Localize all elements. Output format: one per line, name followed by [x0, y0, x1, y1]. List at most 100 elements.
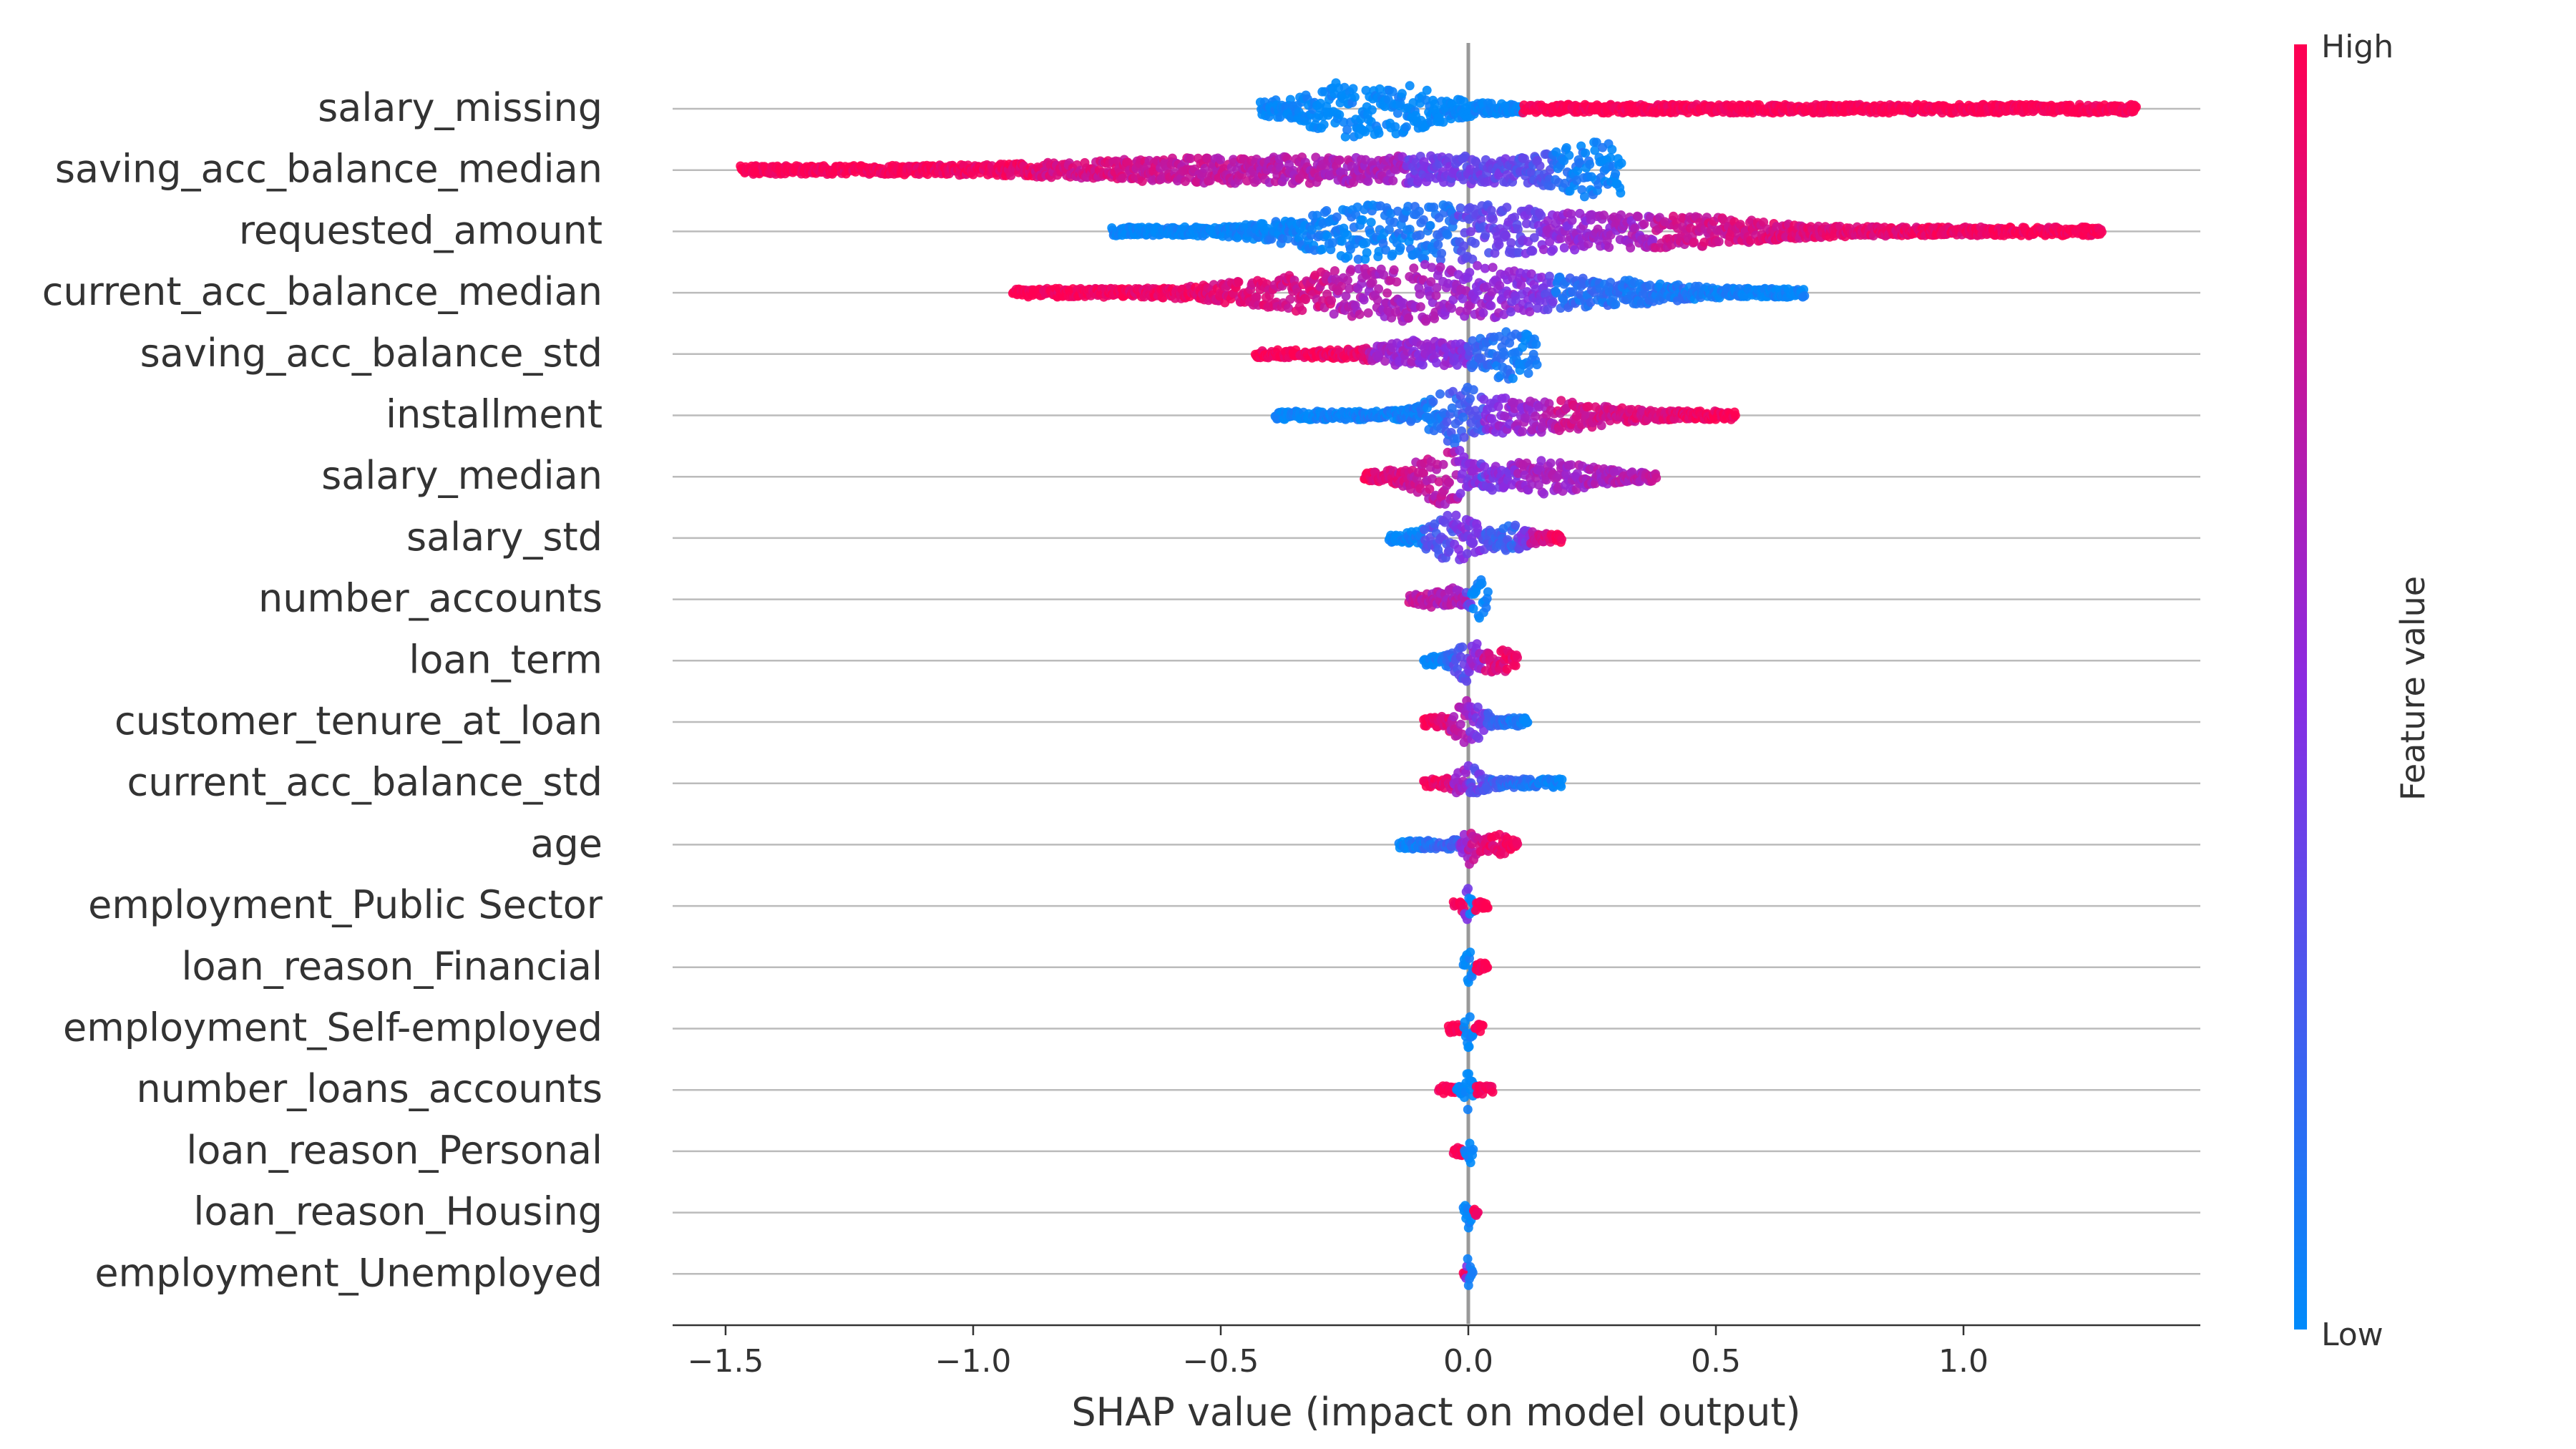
shap-dot — [1435, 389, 1445, 399]
shap-dot — [1596, 421, 1606, 431]
shap-dot — [1581, 148, 1591, 158]
shap-dot — [1468, 254, 1478, 264]
shap-dot — [1714, 237, 1724, 247]
shap-dot — [1429, 203, 1439, 213]
shap-dot — [1480, 230, 1491, 240]
shap-dot — [1414, 206, 1424, 216]
shap-dot — [1611, 169, 1621, 179]
shap-dot — [1626, 243, 1636, 253]
shap-dot — [1521, 219, 1531, 228]
shap-dot — [1435, 262, 1445, 272]
shap-dot — [1538, 245, 1548, 255]
shap-dot — [1415, 302, 1425, 312]
shap-dot — [1350, 92, 1360, 102]
shap-dot — [1405, 225, 1415, 234]
shap-dot — [1559, 243, 1569, 253]
shap-dot — [1616, 158, 1626, 168]
shap-dot — [1630, 223, 1640, 233]
shap-dot — [1374, 284, 1384, 294]
shap-dot — [1605, 152, 1615, 162]
shap-dot — [1493, 401, 1503, 411]
feature-dots — [736, 137, 1626, 202]
shap-dot — [1297, 306, 1307, 316]
shap-dot — [1307, 225, 1317, 235]
shap-dot — [1513, 224, 1523, 234]
shap-dot — [1438, 117, 1448, 127]
shap-dot — [1689, 237, 1699, 247]
shap-dot — [1357, 215, 1367, 225]
shap-dot — [1523, 369, 1533, 379]
shap-dot — [1361, 238, 1371, 248]
shap-dot — [1283, 234, 1293, 244]
shap-dot — [1460, 151, 1470, 161]
shap-dot — [1340, 132, 1350, 142]
shap-dot — [1564, 150, 1574, 160]
shap-dot — [1404, 313, 1414, 323]
shap-dot — [1468, 385, 1478, 395]
shap-dot — [1397, 89, 1407, 99]
shap-dot — [1363, 308, 1373, 318]
shap-dot — [1510, 213, 1520, 223]
shap-dot — [1409, 263, 1419, 273]
shap-dot — [1591, 137, 1601, 147]
shap-dot — [1285, 294, 1295, 304]
shap-dot — [1478, 308, 1488, 318]
shap-dot — [1390, 122, 1400, 132]
shap-dot — [1501, 231, 1511, 240]
shap-dot — [1401, 122, 1411, 132]
shap-dot — [1234, 277, 1244, 287]
shap-dot — [1502, 203, 1512, 213]
shap-dot — [1590, 145, 1600, 155]
shap-dot — [1437, 248, 1447, 258]
shap-dot — [1518, 426, 1528, 436]
shap-dot — [1459, 432, 1469, 442]
shap-dot — [1433, 240, 1443, 250]
shap-dot — [1392, 277, 1402, 287]
shap-dot — [1431, 291, 1441, 301]
shap-dot — [1570, 245, 1580, 255]
shap-dot — [1343, 251, 1353, 261]
feature-dots — [1270, 382, 1740, 449]
shap-dot — [1137, 176, 1147, 186]
shap-dot — [1579, 192, 1589, 202]
shap-dot — [1536, 210, 1546, 220]
shap-dot — [1319, 119, 1329, 130]
shap-dot — [1216, 155, 1226, 165]
shap-dot — [1528, 246, 1538, 256]
shap-dot — [1800, 291, 1810, 301]
shap-dot — [1405, 81, 1415, 91]
shap-dot — [1322, 231, 1332, 241]
shap-dot — [1508, 374, 1518, 384]
shap-dot — [1532, 360, 1542, 370]
shap-dot — [1418, 360, 1428, 370]
shap-dot — [1382, 288, 1392, 298]
feature-dots — [1250, 327, 1542, 384]
shap-dot — [1322, 206, 1332, 215]
beeswarm-dots — [736, 78, 2141, 1290]
shap-dot — [1488, 263, 1498, 273]
shap-dot — [1506, 238, 1516, 248]
shap-dot — [1465, 227, 1475, 237]
feature-dots — [1255, 78, 2141, 142]
shap-dot — [2131, 102, 2141, 112]
shap-dot — [1335, 109, 1345, 119]
shap-dot — [1375, 84, 1385, 94]
shap-dot — [1443, 230, 1453, 240]
shap-dot — [1616, 210, 1626, 220]
shap-dot — [1332, 212, 1342, 222]
shap-dot — [1384, 225, 1394, 235]
shap-dot — [1342, 125, 1352, 135]
shap-dot — [1616, 188, 1626, 198]
shap-dot — [1567, 215, 1577, 225]
shap-dot — [1470, 238, 1480, 248]
shap-dot — [1488, 215, 1498, 225]
shap-dot — [1465, 268, 1475, 278]
shap-dot — [1389, 265, 1399, 275]
shap-dot — [1374, 128, 1384, 138]
shap-dot — [1367, 105, 1377, 115]
shap-dot — [1387, 249, 1397, 259]
feature-dots — [1008, 260, 1810, 326]
shap-dot — [1348, 84, 1358, 94]
shap-dot — [1514, 248, 1524, 258]
